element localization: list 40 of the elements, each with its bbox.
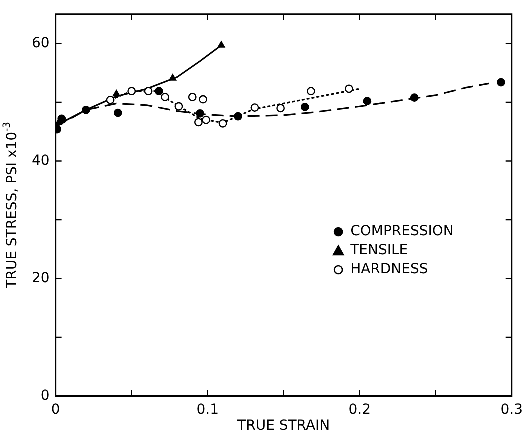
legend-label: COMPRESSION <box>350 224 454 240</box>
point <box>300 103 310 112</box>
point <box>218 41 226 48</box>
point <box>194 118 203 127</box>
legend-label: HARDNESS <box>350 262 428 278</box>
point <box>234 112 242 121</box>
point <box>114 108 122 118</box>
point <box>174 102 184 111</box>
point <box>410 94 419 102</box>
point <box>250 104 260 112</box>
point <box>56 118 63 126</box>
point <box>188 93 197 102</box>
point <box>196 109 204 118</box>
point <box>497 78 506 87</box>
point <box>307 87 316 96</box>
point <box>144 87 153 96</box>
point <box>345 84 354 94</box>
point <box>199 95 208 104</box>
point <box>202 116 211 124</box>
y-tick-label: 60 <box>32 35 50 52</box>
y-tick-label: 20 <box>32 270 50 286</box>
point <box>161 93 170 102</box>
x-tick-label: 0 <box>51 402 60 418</box>
legend-label: TENSILE <box>350 242 408 259</box>
y-tick-label: 40 <box>32 152 50 169</box>
point <box>82 106 90 114</box>
point <box>218 119 228 128</box>
point <box>154 87 164 96</box>
y-tick-label: 0 <box>40 388 50 404</box>
x-tick-label: 0.1 <box>196 402 219 418</box>
x-tick-label: 0.3 <box>500 402 523 418</box>
point <box>128 87 136 96</box>
point <box>112 90 120 97</box>
point <box>363 97 372 106</box>
y-axis-title: TRUE STRESS, PSI x10-3 <box>2 122 21 290</box>
x-tick-label: 0.2 <box>348 402 371 418</box>
x-axis-title: TRUE STRAIN <box>236 418 330 434</box>
point <box>169 74 177 81</box>
point <box>106 96 115 104</box>
point <box>276 104 285 113</box>
